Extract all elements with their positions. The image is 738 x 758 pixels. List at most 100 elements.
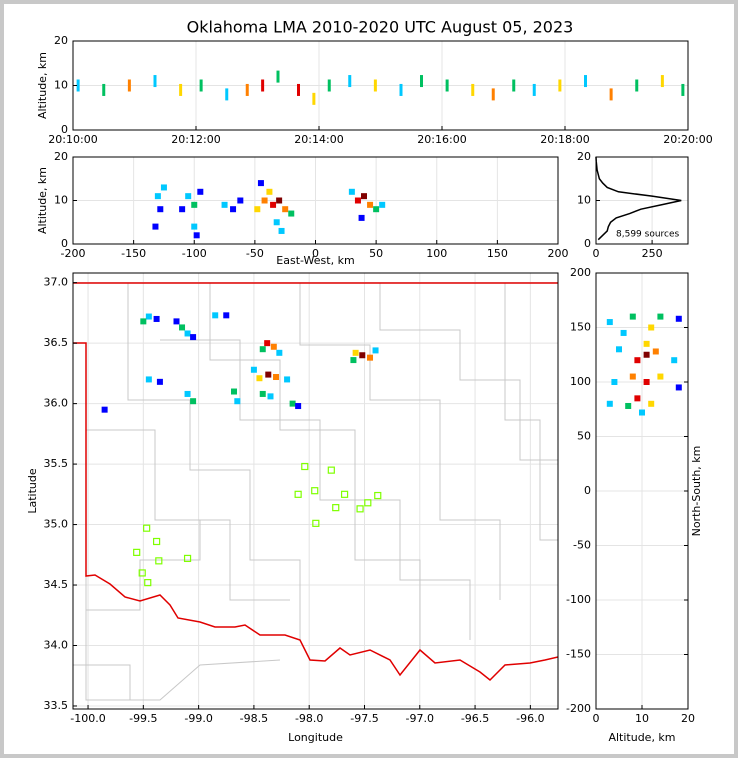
y-tick-label: 36.5 (44, 336, 69, 349)
x-tick-label: -98.0 (295, 712, 323, 725)
x-tick-label: 100 (426, 247, 447, 260)
x-tick-label: -100.0 (70, 712, 105, 725)
source-density-cell (471, 83, 475, 96)
source-density-cell (675, 384, 682, 391)
source-density-cell (259, 346, 266, 353)
plot-frame (72, 40, 689, 131)
x-tick-label: -96.5 (461, 712, 489, 725)
source-density-cell (312, 92, 316, 105)
source-density-cell (199, 79, 203, 92)
source-density-cell (288, 210, 295, 217)
y-tick-label: -100 (566, 593, 591, 606)
x-tick-label: 0 (312, 247, 319, 260)
source-density-cell (297, 83, 300, 96)
plot-frame (72, 272, 559, 710)
station (301, 462, 309, 471)
source-density-cell (223, 312, 230, 319)
source-density-cell (276, 197, 283, 204)
source-density-cell (245, 83, 249, 96)
x-axis-label: Longitude (288, 731, 343, 744)
source-density-cell (259, 390, 266, 397)
source-density-cell (372, 347, 379, 354)
station (327, 466, 335, 474)
x-tick-label: 20:18:00 (540, 133, 589, 146)
county-line (85, 343, 281, 701)
source-density-cell (231, 388, 238, 395)
x-tick-label: 150 (487, 247, 508, 260)
station (340, 490, 349, 498)
source-density-cell (625, 402, 632, 409)
x-tick-label: -99.5 (129, 712, 157, 725)
station (374, 491, 382, 500)
station (155, 557, 163, 565)
y-tick-label: 33.5 (44, 699, 69, 712)
source-density-cell (152, 223, 159, 230)
y-tick-label: 150 (570, 321, 591, 334)
station (312, 519, 320, 527)
source-density-cell (257, 180, 264, 187)
figure-background (4, 4, 734, 754)
source-density-cell (681, 83, 685, 96)
x-tick-label: -97.0 (406, 712, 434, 725)
source-density-cell (657, 373, 664, 380)
source-density-cell (234, 398, 241, 405)
source-density-cell (160, 184, 167, 191)
y-axis-label: Altitude, km (36, 52, 49, 119)
y-tick-label: 0 (61, 237, 68, 250)
source-density-cell (173, 318, 180, 325)
source-density-cell (153, 315, 160, 322)
plot-frame (595, 156, 689, 245)
source-density-cell (295, 403, 302, 410)
source-density-cell (367, 201, 374, 208)
x-tick-label: 20:12:00 (171, 133, 220, 146)
source-density-cell (373, 206, 380, 213)
source-density-cell (629, 313, 636, 320)
source-density-cell (660, 75, 664, 88)
source-density-cell (254, 206, 261, 213)
source-density-cell (276, 349, 283, 356)
source-density-cell (348, 188, 355, 195)
station (311, 487, 319, 495)
source-density-cell (266, 188, 273, 195)
source-density-cell (652, 348, 659, 355)
source-density-cell (584, 75, 587, 88)
station (332, 504, 340, 512)
station (183, 554, 192, 563)
source-density-cell (276, 70, 280, 83)
source-density-cell (639, 409, 645, 416)
source-density-cell (250, 366, 257, 373)
source-density-cell (512, 79, 516, 92)
source-density-cell (184, 390, 191, 397)
source-density-cell (278, 227, 285, 234)
source-density-cell (348, 75, 352, 88)
source-density-cell (675, 315, 682, 322)
x-tick-label: -150 (121, 247, 146, 260)
y-tick-label: -200 (566, 702, 591, 715)
x-tick-label: 0 (593, 712, 600, 725)
x-tick-label: 20:16:00 (417, 133, 466, 146)
source-density-cell (261, 197, 268, 204)
source-density-cell (643, 351, 650, 358)
source-density-cell (237, 197, 244, 204)
source-density-cell (76, 79, 80, 92)
source-density-cell (367, 354, 374, 361)
source-density-cell (609, 88, 613, 101)
x-tick-label: -96.0 (516, 712, 544, 725)
x-tick-label: -98.5 (240, 712, 268, 725)
x-tick-label: -99.0 (184, 712, 212, 725)
y-tick-label: 35.5 (44, 457, 69, 470)
source-density-cell (532, 83, 536, 96)
county-line (379, 283, 558, 461)
y-tick-label: 0 (584, 237, 591, 250)
source-density-cell (399, 83, 403, 96)
source-density-cell (154, 193, 161, 200)
y-tick-label: 10 (54, 79, 68, 92)
source-density-cell (373, 79, 377, 92)
source-density-cell (359, 352, 366, 359)
source-density-cell (145, 376, 152, 383)
source-density-cell (620, 329, 627, 336)
source-density-cell (264, 340, 271, 347)
source-density-cell (179, 324, 186, 331)
y-axis-label: North-South, km (690, 446, 703, 537)
